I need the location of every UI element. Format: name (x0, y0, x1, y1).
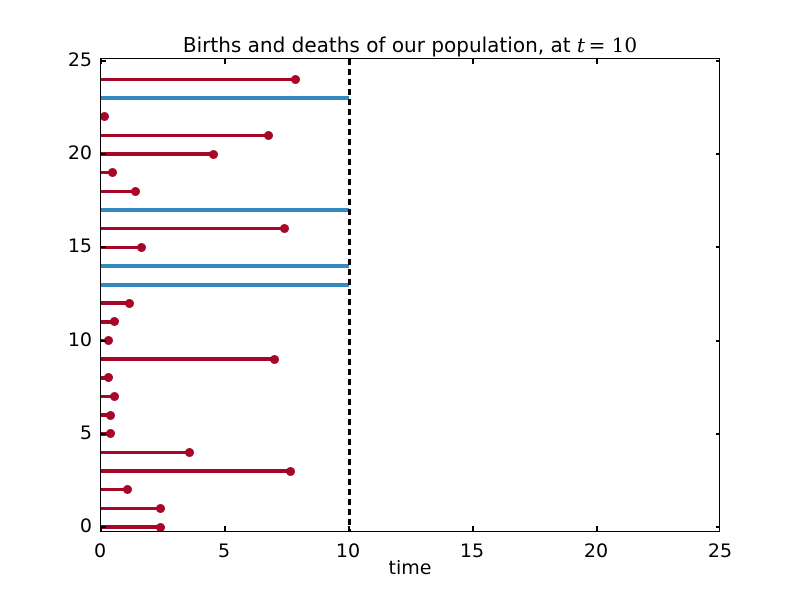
death-dot-icon (101, 112, 110, 122)
x-tick-label: 5 (217, 540, 231, 562)
x-axis-tick (224, 59, 226, 64)
x-tick-label: 20 (583, 540, 609, 562)
x-axis-tick (472, 59, 474, 64)
x-axis-tick (348, 59, 350, 64)
death-dot-icon (103, 336, 113, 345)
lifeline-dead (101, 394, 115, 399)
death-dot-icon (156, 522, 166, 531)
lifeline-alive (101, 207, 349, 212)
y-axis-tick (716, 432, 719, 435)
death-dot-icon (110, 317, 120, 327)
lifeline-dead (101, 487, 128, 492)
death-dot-icon (125, 298, 135, 308)
lifeline-dead (101, 170, 113, 175)
lifeline-dead (101, 152, 214, 156)
lifeline-dead (101, 189, 136, 194)
y-tick-label: 10 (67, 328, 92, 351)
x-tick-label: 10 (335, 540, 361, 562)
lifeline-dead (101, 357, 275, 361)
lifeline-dead (101, 525, 161, 529)
death-dot-icon (122, 485, 132, 495)
x-axis-tick (348, 526, 350, 531)
lifeline-dead (101, 301, 130, 305)
y-tick-label: 15 (67, 235, 92, 258)
x-axis-tick (596, 59, 598, 64)
y-tick-label: 0 (79, 515, 92, 537)
x-tick-label: 25 (707, 540, 733, 562)
y-axis-tick (101, 526, 106, 528)
y-axis-tick (716, 526, 719, 528)
lifeline-alive (101, 282, 349, 287)
death-dot-icon (110, 391, 120, 401)
y-tick-label: 25 (67, 48, 92, 71)
y-axis-tick (716, 153, 719, 155)
x-axis-tick (596, 526, 598, 531)
chart-title-text: Births and deaths of our population, at (182, 33, 577, 57)
y-axis-tick (716, 339, 719, 342)
y-axis-tick (101, 59, 106, 62)
lifeline-dead (101, 469, 291, 473)
chart-title-math-eq: = 10 (588, 33, 638, 57)
y-tick-label: 20 (67, 142, 92, 164)
lifeline-dead (101, 413, 111, 417)
x-axis-title: time (388, 557, 432, 579)
y-axis-tick (101, 153, 106, 155)
death-dot-icon (103, 373, 113, 383)
x-tick-label: 0 (93, 540, 107, 562)
death-dot-icon (106, 429, 116, 439)
death-dot-icon (280, 224, 290, 234)
death-dot-icon (107, 168, 117, 178)
death-dot-icon (286, 466, 296, 476)
plot-area (100, 58, 720, 532)
x-axis-tick (472, 526, 474, 531)
death-dot-icon (156, 503, 166, 513)
lifeline-dead (101, 320, 115, 324)
lifeline-dead (101, 245, 142, 249)
y-axis-tick (716, 59, 719, 62)
lifeline-dead (101, 506, 161, 511)
x-axis-tick (101, 526, 102, 531)
x-axis-tick (224, 526, 226, 531)
x-tick-label: 15 (459, 540, 485, 562)
death-dot-icon (263, 130, 273, 140)
y-axis-tick (101, 339, 106, 342)
chart-title: Births and deaths of our population, at … (100, 33, 720, 57)
y-axis-tick (101, 246, 106, 249)
death-dot-icon (209, 149, 219, 159)
y-axis-tick (101, 432, 106, 435)
death-dot-icon (106, 410, 116, 420)
death-dot-icon (184, 447, 194, 457)
y-tick-label: 5 (79, 421, 92, 444)
lifeline-dead (101, 226, 285, 231)
lifeline-dead (101, 450, 190, 455)
lifeline-alive (101, 96, 349, 101)
current-time-line (347, 59, 351, 531)
death-dot-icon (291, 74, 301, 84)
death-dot-icon (270, 354, 280, 364)
lifeline-alive (101, 263, 349, 268)
death-dot-icon (137, 242, 147, 252)
y-axis-tick (716, 246, 719, 249)
lifeline-dead (101, 133, 269, 138)
death-dot-icon (131, 186, 141, 196)
chart-title-math-var: t (576, 33, 585, 57)
lifeline-dead (101, 77, 296, 82)
